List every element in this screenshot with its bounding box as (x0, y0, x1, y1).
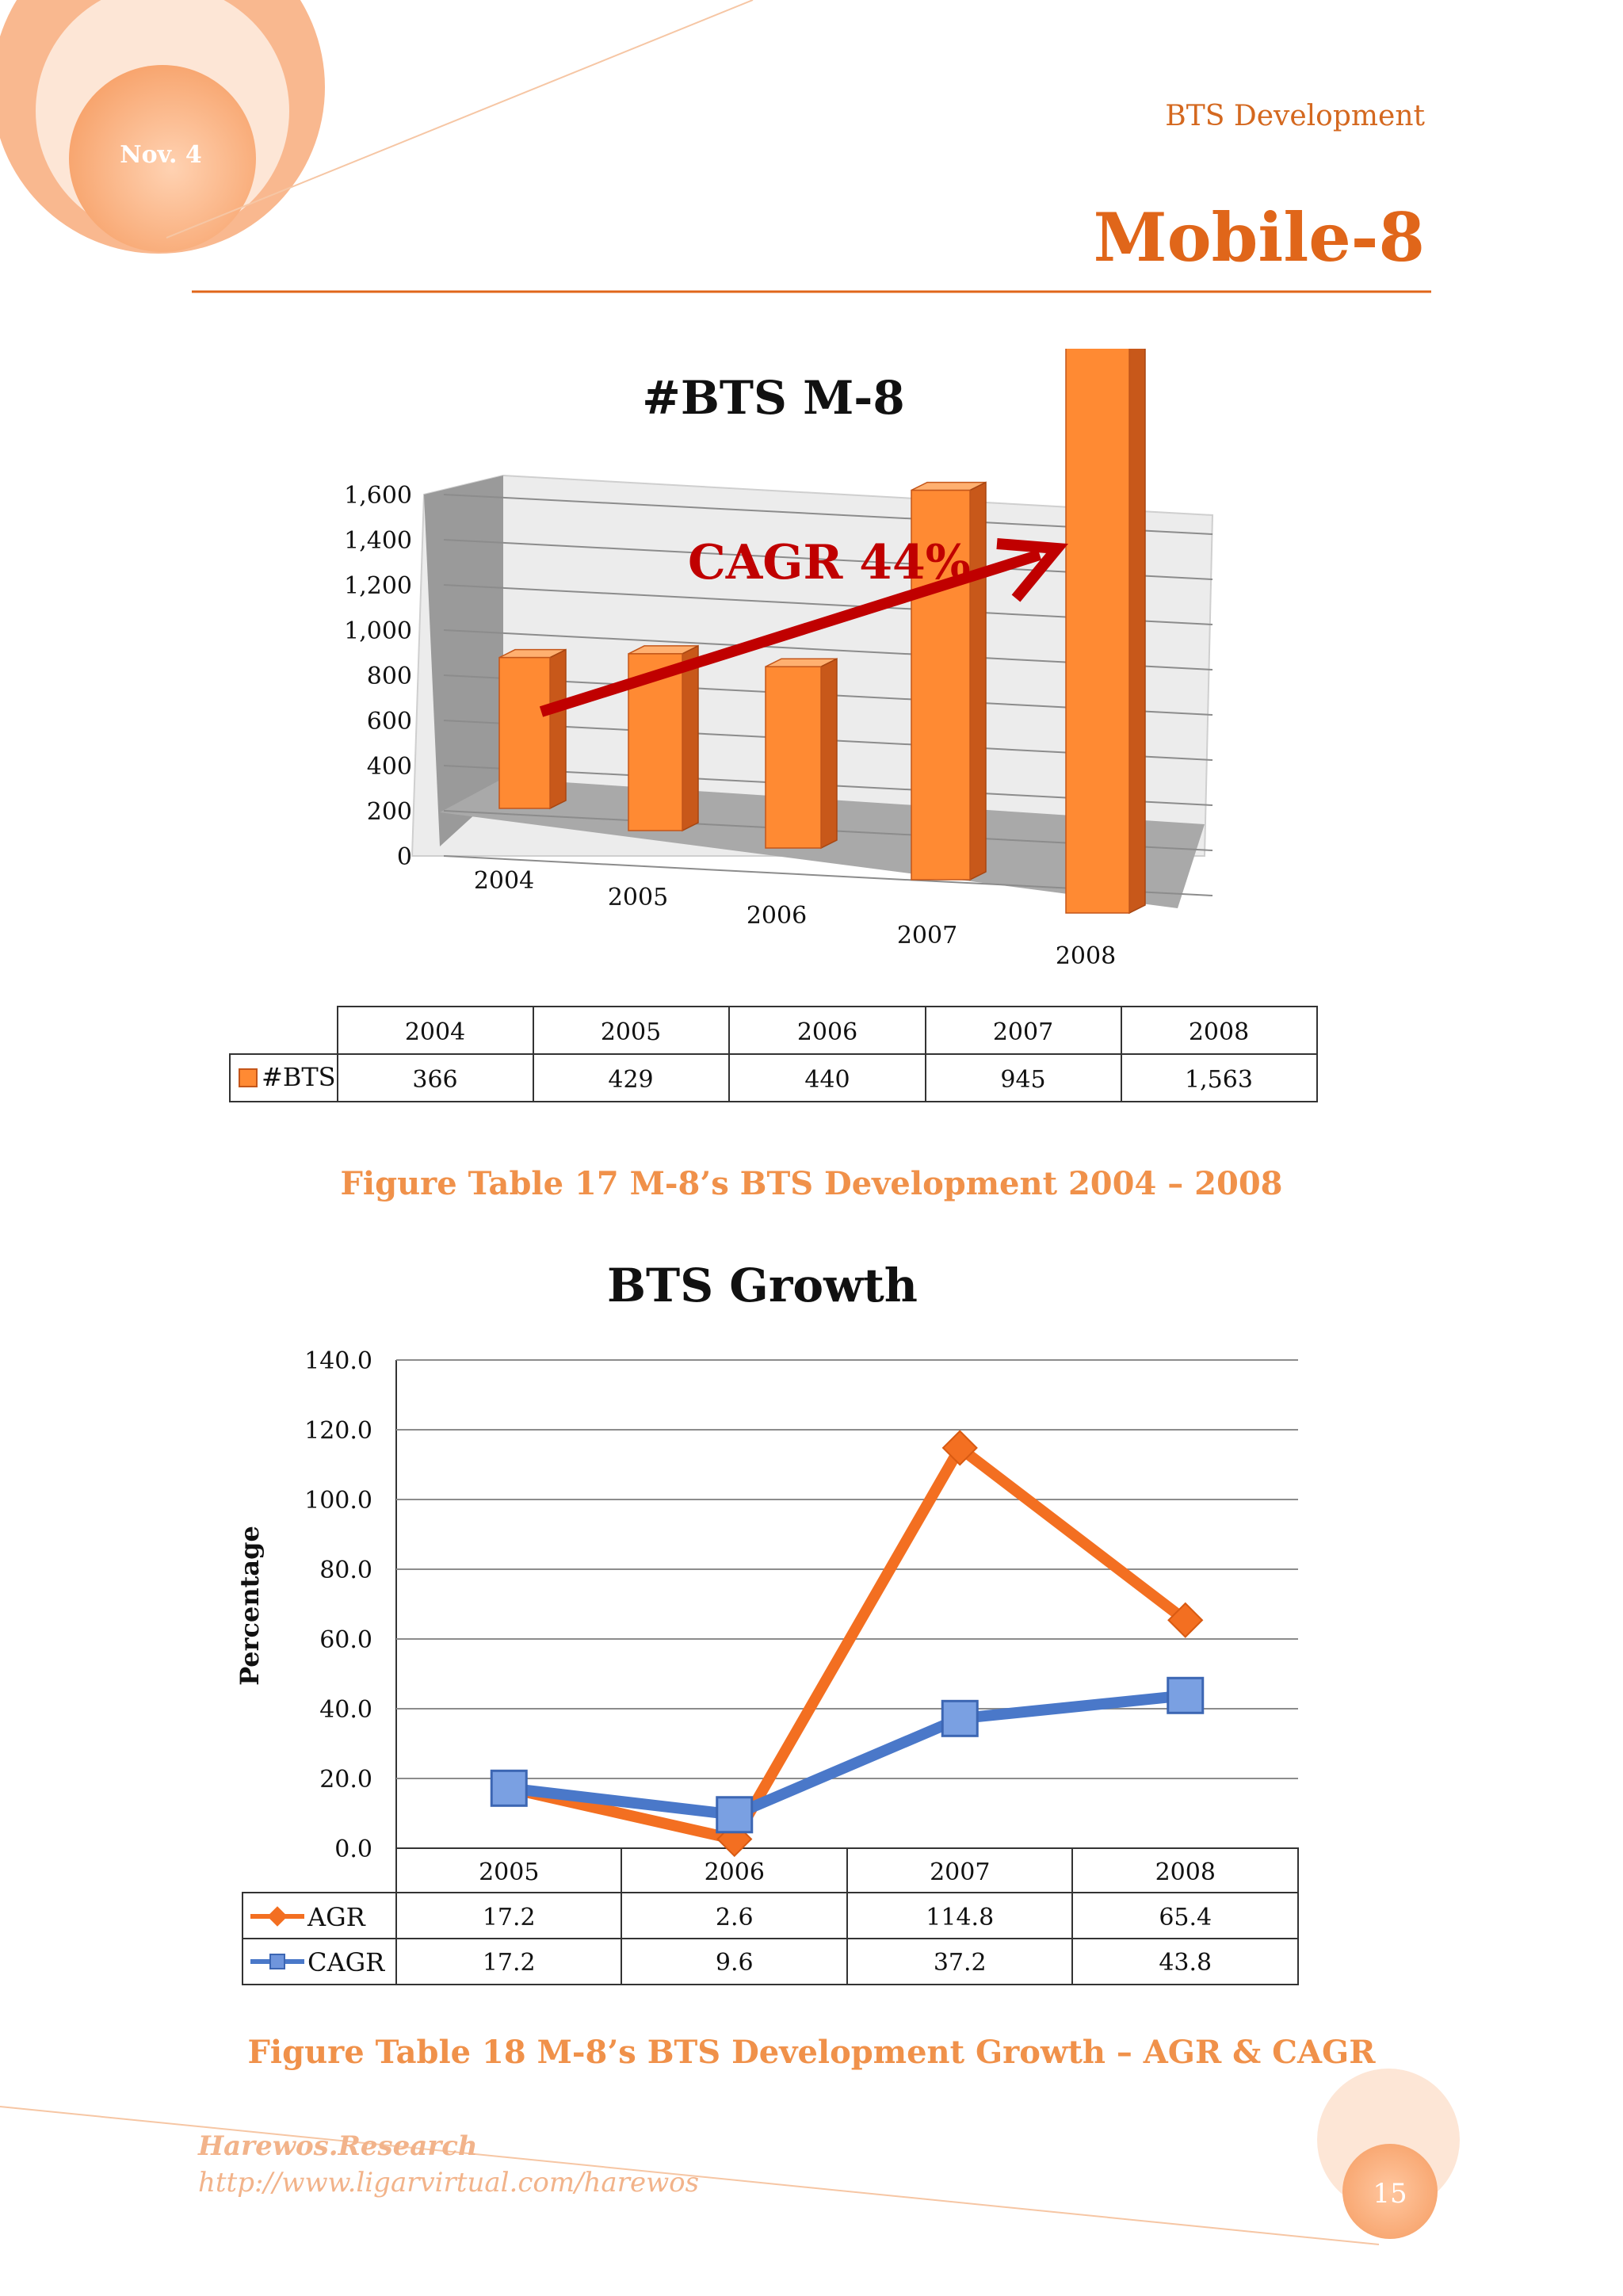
x-tick-label: 2005 (608, 884, 668, 911)
data-point-cagr (716, 1796, 754, 1834)
table-value-cell: 429 (608, 1066, 653, 1094)
table-value-cell: 366 (412, 1066, 457, 1094)
figure-caption-18: Figure Table 18 M-8’s BTS Development Gr… (247, 2034, 1376, 2071)
y-tick-label: 140.0 (304, 1347, 372, 1375)
data-point-cagr (490, 1769, 528, 1807)
bts-bar-chart: #BTS M-8 0 200 400 600 800 1,000 1,200 1,400 1,6… (229, 349, 1318, 1102)
table-value-cell: 65.4 (1159, 1904, 1212, 1931)
chart-title: #BTS M-8 (642, 371, 905, 425)
bar (1065, 349, 1130, 914)
table-value-cell: 945 (1000, 1066, 1045, 1094)
table-header-cell: 2005 (601, 1018, 661, 1046)
data-point-agr (941, 1430, 978, 1466)
table-header-cell: 2008 (1189, 1018, 1249, 1046)
x-tick-label: 2006 (747, 902, 807, 930)
legend-key-agr (250, 1906, 304, 1927)
footer-ornament (0, 2069, 1460, 2245)
legend-key-cagr (250, 1954, 304, 1969)
chart-title: BTS Growth (607, 1259, 918, 1312)
bar-data-table: #BTS 2004 2005 2006 2007 2008 366 429 440 945 1,… (229, 1006, 1318, 1102)
series-line-agr (507, 1442, 1189, 1845)
y-tick-label: 1,200 (344, 572, 412, 600)
y-tick-label: 1,600 (344, 482, 412, 510)
y-tick-label: 0.0 (334, 1836, 372, 1863)
bar (911, 489, 971, 881)
y-tick-label: 40.0 (319, 1696, 372, 1724)
y-tick-label: 200 (367, 798, 412, 826)
y-axis-labels: 0 200 400 600 800 1,000 1,200 1,400 1,600 (344, 482, 412, 871)
bar-side (682, 644, 699, 832)
x-tick-label: 2008 (1056, 942, 1116, 970)
y-tick-label: 600 (367, 708, 412, 735)
legend-label-agr: AGR (307, 1902, 366, 1932)
x-tick-label: 2007 (897, 922, 957, 949)
bar-side (969, 481, 987, 881)
table-value-cell: 9.6 (716, 1949, 754, 1977)
page-title: Mobile-8 (1093, 198, 1425, 277)
table-header-cell: 2004 (405, 1018, 465, 1046)
x-axis-labels: 2004 2005 2006 2007 2008 (474, 867, 1116, 970)
table-header-cell: 2007 (930, 1859, 990, 1886)
line-data-table: AGR CAGR 2005 2006 2007 2008 17.2 2.6 114.8 65… (242, 1847, 1299, 1985)
bar-side (1128, 349, 1146, 915)
bts-growth-line-chart: BTS Growth Percentage 0.0 20.0 40.0 60.0 80.… (235, 1259, 1299, 1985)
legend-swatch-bts (239, 1068, 258, 1087)
table-value-cell: 440 (804, 1066, 850, 1094)
y-tick-label: 1,400 (344, 527, 412, 555)
y-tick-label: 80.0 (319, 1557, 372, 1584)
bar-side (820, 657, 838, 850)
y-tick-label: 120.0 (304, 1417, 372, 1445)
table-value-cell: 37.2 (934, 1949, 987, 1977)
y-axis-title: Percentage (235, 1526, 265, 1686)
legend-label-bts: #BTS (262, 1062, 336, 1092)
bar (765, 666, 822, 849)
page-number: 15 (1373, 2178, 1407, 2210)
footer-url: http://www.ligarvirtual.com/harewos (198, 2167, 700, 2199)
x-tick-label: 2004 (474, 867, 534, 895)
bar-side (549, 648, 567, 810)
section-title: BTS Development (1165, 100, 1425, 132)
data-point-cagr (941, 1699, 979, 1737)
data-point-agr (1167, 1602, 1204, 1638)
table-value-cell: 17.2 (483, 1904, 536, 1931)
footer-company: Harewos.Research (198, 2130, 478, 2162)
table-value-cell: 1,563 (1185, 1066, 1253, 1094)
y-axis-labels: 0.0 20.0 40.0 60.0 80.0 100.0 120.0 140.0 (304, 1347, 372, 1863)
table-header-cell: 2005 (479, 1859, 539, 1886)
cagr-arrow (539, 538, 1068, 717)
date-label: Nov. 4 (120, 141, 202, 169)
y-tick-label: 60.0 (319, 1626, 372, 1654)
table-header-cell: 2006 (797, 1018, 857, 1046)
table-value-cell: 43.8 (1159, 1949, 1212, 1977)
y-tick-label: 1,000 (344, 617, 412, 645)
table-value-cell: 2.6 (716, 1904, 754, 1931)
table-value-cell: 17.2 (483, 1949, 536, 1977)
series-lines (490, 1430, 1205, 1858)
table-header-cell: 2008 (1155, 1859, 1216, 1886)
table-header-cell: 2006 (705, 1859, 765, 1886)
bar (498, 656, 551, 809)
data-point-cagr (1167, 1676, 1205, 1714)
table-value-cell: 114.8 (926, 1904, 994, 1931)
table-header-cell: 2007 (993, 1018, 1053, 1046)
legend-label-cagr: CAGR (307, 1947, 385, 1977)
y-tick-label: 0 (397, 843, 412, 871)
y-tick-label: 800 (367, 663, 412, 690)
corner-ornament (0, 0, 754, 254)
y-tick-label: 20.0 (319, 1766, 372, 1794)
figure-caption-17: Figure Table 17 M-8’s BTS Development 20… (340, 1165, 1283, 1202)
y-tick-label: 400 (367, 753, 412, 781)
cagr-annotation: CAGR 44% (688, 535, 971, 590)
y-tick-label: 100.0 (304, 1487, 372, 1515)
series-line-cagr (508, 1690, 1186, 1820)
